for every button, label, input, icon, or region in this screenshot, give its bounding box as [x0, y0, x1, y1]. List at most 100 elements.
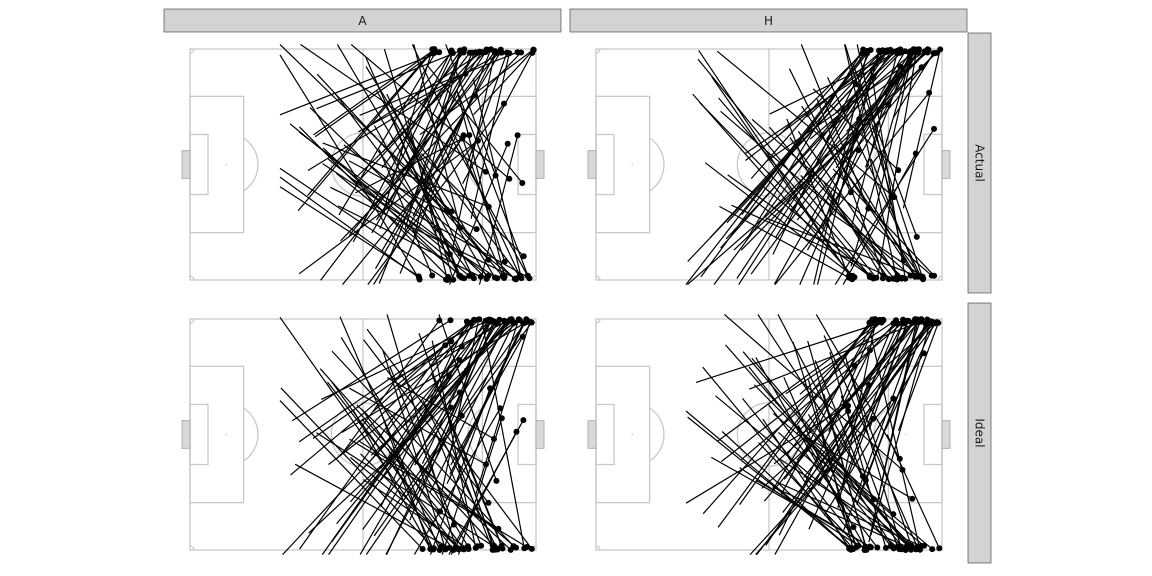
- pass-line: [279, 176, 420, 279]
- pass-line: [779, 458, 918, 550]
- pass-line: [886, 434, 940, 549]
- goal-right: [535, 420, 545, 449]
- pass-end-point: [517, 274, 524, 281]
- pass-line: [697, 58, 877, 279]
- penalty-area-left: [189, 95, 245, 234]
- pass-end-point: [487, 385, 494, 392]
- endpoint-layer: [845, 46, 944, 283]
- pass-line: [711, 76, 851, 277]
- pass-end-point: [528, 545, 535, 552]
- pass-end-point: [471, 92, 478, 99]
- pass-line: [699, 102, 871, 278]
- pass-end-point: [859, 473, 866, 480]
- pass-end-point: [900, 257, 907, 264]
- corner-arc: [189, 48, 195, 54]
- pass-end-point: [506, 175, 513, 182]
- pass-line: [448, 419, 524, 555]
- pass-line: [429, 387, 491, 555]
- pass-end-point: [520, 417, 527, 424]
- pass-line: [782, 321, 932, 513]
- pass-line: [336, 322, 506, 525]
- pass-line: [852, 63, 918, 238]
- pass-end-point: [501, 100, 507, 107]
- pass-line: [809, 51, 914, 140]
- pass-line: [874, 49, 915, 214]
- pass-end-point: [507, 316, 514, 323]
- pass-end-point: [450, 547, 457, 553]
- pass-line: [307, 49, 434, 197]
- pass-line: [764, 49, 929, 218]
- pass-end-point: [438, 543, 445, 550]
- pass-end-point: [467, 320, 474, 327]
- goal-left: [181, 150, 191, 179]
- pass-end-point: [456, 546, 462, 553]
- pass-line: [786, 118, 850, 277]
- pass-line: [429, 322, 515, 493]
- arrow-layer: [685, 44, 941, 286]
- pass-line: [439, 320, 487, 392]
- pass-end-point: [457, 47, 464, 54]
- pass-line: [300, 43, 487, 173]
- penalty-spot-right: [498, 433, 501, 436]
- penalty-spot-left: [631, 433, 634, 436]
- pass-end-point: [448, 208, 455, 215]
- penalty-spot-left: [225, 433, 228, 436]
- pass-line: [823, 352, 925, 516]
- pass-end-point: [429, 46, 436, 53]
- pass-line: [362, 479, 469, 550]
- pass-end-point: [483, 46, 490, 53]
- pass-end-point: [914, 545, 921, 552]
- pass-line: [751, 357, 911, 548]
- six-yard-box-left: [189, 133, 209, 196]
- pass-end-point: [472, 544, 479, 551]
- endpoint-layer: [415, 46, 537, 283]
- pass-line: [721, 431, 850, 550]
- pass-end-point: [874, 544, 881, 551]
- pass-end-point: [492, 172, 499, 179]
- arrow-layer: [279, 314, 533, 556]
- pass-line: [411, 44, 521, 277]
- goal-left: [587, 150, 597, 179]
- pass-line: [777, 431, 912, 549]
- pass-line: [371, 52, 476, 234]
- pass-line: [330, 186, 517, 279]
- corner-arc: [595, 545, 601, 551]
- pass-line: [352, 409, 432, 550]
- goal-left: [587, 420, 597, 449]
- pass-line: [803, 321, 931, 478]
- pass-line: [445, 44, 497, 176]
- pass-line: [462, 138, 506, 262]
- pass-line: [829, 212, 923, 278]
- pass-line: [336, 44, 462, 255]
- column-strip-label: H: [764, 14, 773, 28]
- pass-end-point: [497, 46, 504, 53]
- pass-line: [774, 92, 930, 285]
- pass-line: [719, 205, 850, 279]
- pass-end-point: [465, 546, 472, 552]
- pass-end-point: [473, 226, 480, 233]
- pass-end-point: [485, 256, 492, 263]
- pass-end-point: [448, 338, 455, 345]
- pass-line: [724, 313, 903, 471]
- pass-end-point: [504, 140, 511, 147]
- pass-end-point: [512, 275, 519, 282]
- goal-right: [535, 150, 545, 179]
- pass-end-point: [907, 272, 914, 279]
- pass-line: [360, 453, 460, 550]
- pass-line: [826, 77, 922, 277]
- pass-line: [850, 50, 899, 228]
- pass-end-point: [912, 316, 918, 323]
- pass-line: [413, 44, 461, 228]
- pass-line: [421, 319, 490, 465]
- pass-end-point: [890, 395, 897, 402]
- pass-line: [450, 336, 524, 466]
- pass-end-point: [437, 508, 444, 515]
- pass-line: [685, 410, 852, 551]
- pass-line: [457, 92, 529, 276]
- pass-line: [365, 66, 496, 278]
- pass-line: [826, 196, 895, 280]
- penalty-arc-left: [243, 137, 259, 192]
- pass-end-point: [871, 496, 877, 503]
- pass-end-point: [870, 415, 877, 422]
